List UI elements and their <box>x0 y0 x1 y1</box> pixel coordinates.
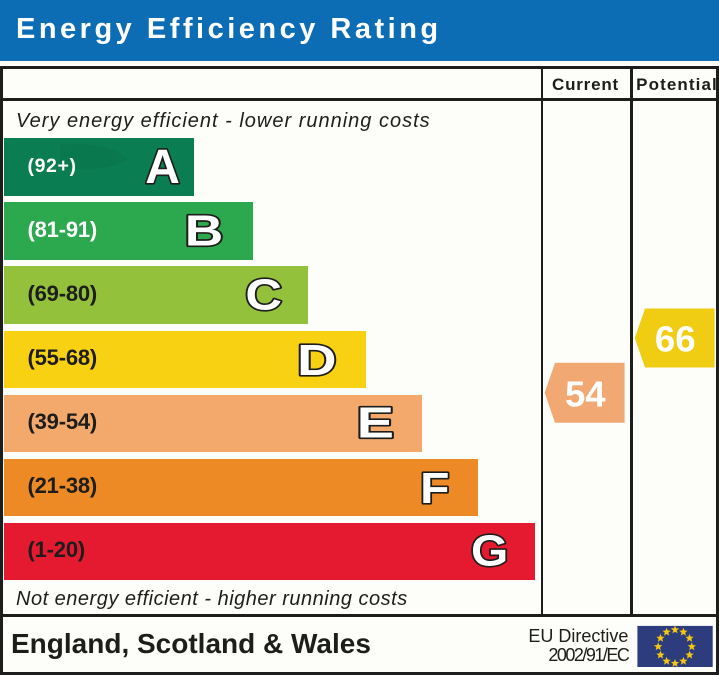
svg-text:A: A <box>145 141 180 194</box>
svg-text:C: C <box>245 272 282 320</box>
svg-text:66: 66 <box>655 319 696 360</box>
svg-text:F: F <box>420 465 449 513</box>
svg-text:G: G <box>471 528 508 576</box>
svg-text:E: E <box>357 399 394 447</box>
svg-text:54: 54 <box>565 374 606 415</box>
svg-text:D: D <box>297 337 336 385</box>
svg-text:B: B <box>185 208 224 256</box>
